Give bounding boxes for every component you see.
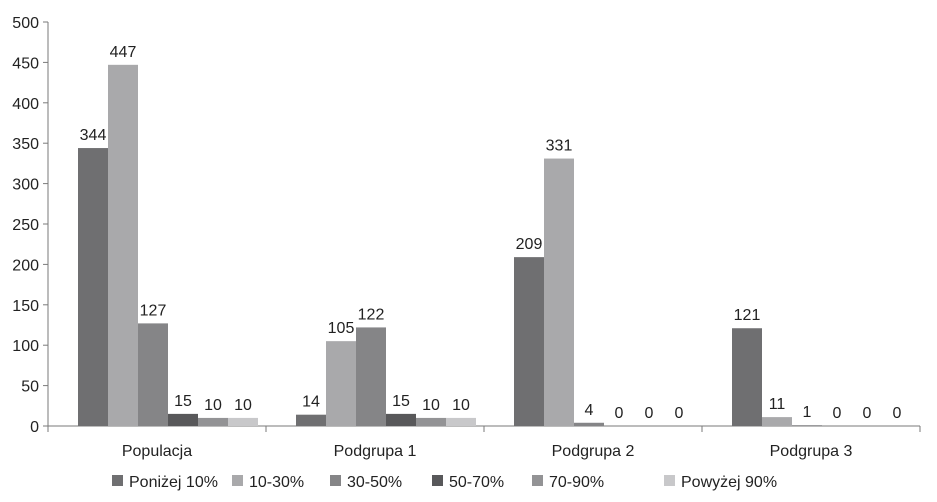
data-label: 344: [80, 127, 107, 144]
bar: [446, 417, 476, 426]
y-tick-label: 450: [12, 55, 39, 72]
y-tick-label: 200: [12, 257, 39, 274]
y-tick-label: 50: [21, 379, 39, 396]
bar: [108, 64, 138, 426]
data-label: 209: [516, 236, 543, 253]
data-label: 121: [734, 307, 761, 324]
x-tick-label: Podgrupa 2: [552, 443, 635, 460]
y-tick-label: 0: [30, 419, 39, 436]
legend-label: 70-90%: [549, 474, 604, 491]
data-label: 1: [803, 404, 812, 421]
bar: [732, 328, 762, 426]
data-label: 0: [645, 405, 654, 422]
data-label: 10: [234, 397, 252, 414]
data-label: 0: [675, 405, 684, 422]
y-tick-label: 250: [12, 217, 39, 234]
data-label: 105: [328, 320, 355, 337]
x-tick-label: Podgrupa 3: [770, 443, 853, 460]
data-label: 14: [302, 394, 320, 411]
bar: [326, 341, 356, 426]
x-tick-label: Populacja: [122, 443, 192, 460]
legend-label: Poniżej 10%: [129, 474, 218, 491]
bar: [762, 417, 792, 426]
data-label: 0: [833, 405, 842, 422]
legend-label: 10-30%: [249, 474, 304, 491]
bar: [356, 327, 386, 426]
bar: [296, 414, 326, 426]
y-tick-label: 500: [12, 15, 39, 32]
data-label: 0: [893, 405, 902, 422]
data-label: 10: [204, 397, 222, 414]
y-tick-label: 400: [12, 96, 39, 113]
bar: [574, 422, 604, 426]
legend-label: 30-50%: [347, 474, 402, 491]
legend-swatch: [532, 475, 543, 486]
y-tick-label: 100: [12, 338, 39, 355]
bar: [514, 257, 544, 426]
data-label: 15: [174, 393, 192, 410]
data-label: 447: [110, 44, 137, 61]
bar: [198, 417, 228, 426]
bar: [168, 413, 198, 426]
data-label: 11: [769, 396, 786, 413]
legend-swatch: [432, 475, 443, 486]
bar: [792, 425, 822, 426]
data-label: 0: [615, 405, 624, 422]
x-tick-label: Podgrupa 1: [334, 443, 417, 460]
y-tick-label: 150: [12, 298, 39, 315]
bar: [386, 413, 416, 426]
bar: [228, 417, 258, 426]
data-label: 331: [546, 138, 573, 155]
bar: [544, 158, 574, 426]
legend-swatch: [330, 475, 341, 486]
bar: [416, 417, 446, 426]
data-label: 10: [452, 397, 470, 414]
legend-label: 50-70%: [449, 474, 504, 491]
data-label: 10: [422, 397, 440, 414]
bar: [138, 323, 168, 426]
y-tick-label: 300: [12, 177, 39, 194]
legend-swatch: [232, 475, 243, 486]
legend-swatch: [112, 475, 123, 486]
data-label: 127: [140, 302, 167, 319]
y-tick-label: 350: [12, 136, 39, 153]
legend-label: Powyżej 90%: [681, 474, 777, 491]
data-label: 0: [863, 405, 872, 422]
data-label: 4: [585, 402, 594, 419]
legend-swatch: [664, 475, 675, 486]
data-label: 122: [358, 306, 385, 323]
data-label: 15: [392, 393, 410, 410]
bar: [78, 148, 108, 426]
